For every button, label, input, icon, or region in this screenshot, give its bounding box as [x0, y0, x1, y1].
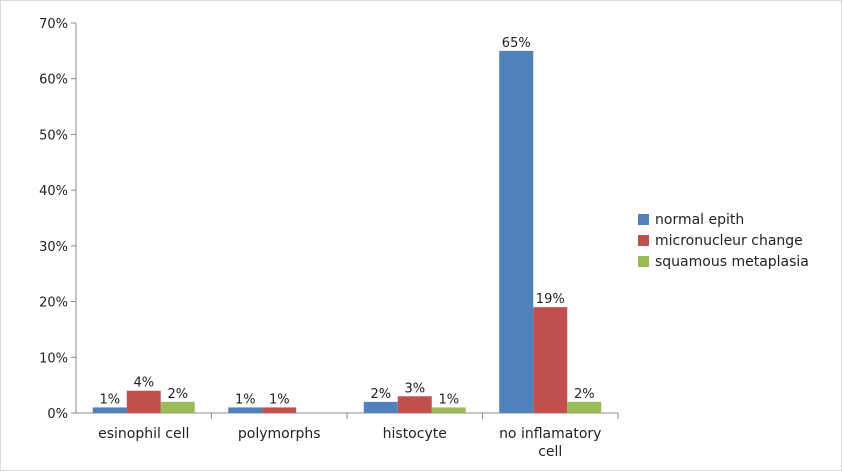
bar-squamous-metaplasia [567, 401, 602, 413]
bars [92, 50, 602, 413]
data-label: 2% [574, 387, 595, 402]
bar-normal-epith [363, 401, 398, 413]
data-label: 1% [235, 392, 256, 407]
bar-micronucleur-change [262, 407, 297, 413]
y-tick-label: 20% [39, 296, 68, 311]
bar-micronucleur-change [397, 396, 432, 413]
y-tick-label: 60% [39, 73, 68, 88]
bar-micronucleur-change [533, 307, 568, 413]
x-category-label: esinophil cell [98, 426, 189, 442]
y-tick-label: 70% [39, 17, 68, 32]
bar-micronucleur-change [126, 390, 161, 413]
bar-normal-epith [499, 50, 534, 413]
x-category-label-line2: cell [538, 444, 562, 460]
y-tick-label: 40% [39, 184, 68, 199]
legend: normal epith micronucleur change squamous … [638, 212, 809, 270]
data-label: 4% [133, 376, 154, 391]
bar-normal-epith [228, 407, 263, 413]
data-label: 19% [536, 292, 565, 307]
legend-swatch [638, 256, 649, 267]
data-label: 2% [167, 387, 188, 402]
x-category-label: no inflamatory [499, 426, 601, 442]
legend-label: normal epith [655, 212, 744, 228]
x-category-label: histocyte [383, 426, 447, 442]
legend-swatch [638, 214, 649, 225]
x-category-label: polymorphs [238, 426, 321, 442]
y-tick-label: 10% [39, 351, 68, 366]
y-tick-label: 50% [39, 128, 68, 143]
legend-label: squamous metaplasia [655, 254, 809, 270]
data-label: 1% [269, 392, 290, 407]
data-label: 1% [438, 392, 459, 407]
legend-label: micronucleur change [655, 233, 803, 249]
data-label: 65% [502, 36, 531, 51]
legend-swatch [638, 235, 649, 246]
bar-squamous-metaplasia [431, 407, 466, 413]
bar-squamous-metaplasia [160, 401, 195, 413]
data-label: 2% [370, 387, 391, 402]
bar-normal-epith [92, 407, 127, 413]
y-tick-label: 30% [39, 240, 68, 255]
y-tick-label: 0% [47, 407, 68, 422]
data-labels: 1% 4% 2% 1% 1% 2% 3% 1% 65% 19% 2% [99, 36, 594, 408]
data-label: 1% [99, 392, 120, 407]
y-axis-ticks: 0% 10% 20% 30% 40% 50% 60% 70% [39, 17, 76, 422]
x-axis-categories: esinophil cell polymorphs histocyte no infl… [98, 426, 601, 460]
data-label: 3% [404, 381, 425, 396]
